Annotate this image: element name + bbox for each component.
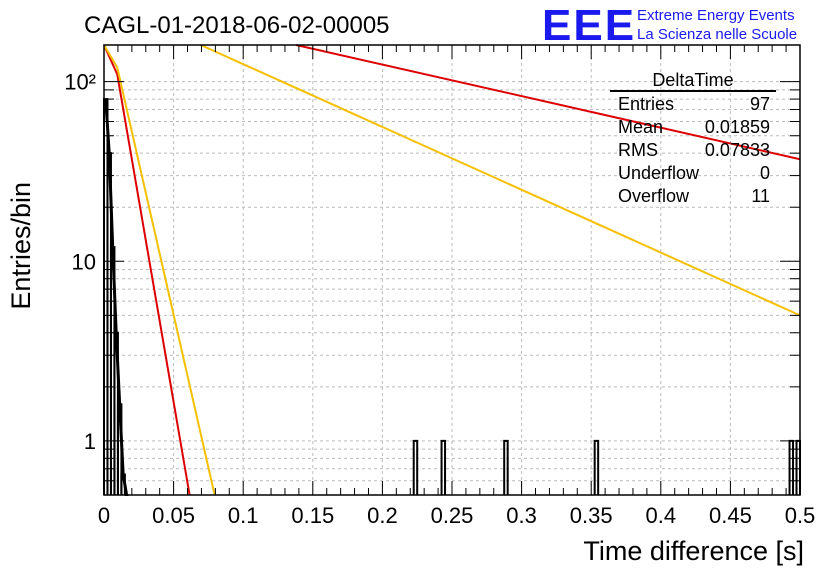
histogram-bin: [593, 439, 600, 495]
stats-label-mean: Mean: [618, 117, 663, 137]
histogram-bin: [503, 439, 509, 495]
x-axis-label: Time difference [s]: [583, 536, 804, 566]
histogram-bin: [440, 439, 447, 495]
fit-curves: [103, 44, 801, 496]
grid: [104, 45, 800, 495]
stats-value-rms: 0.07833: [705, 140, 770, 160]
stats-label-overflow: Overflow: [618, 186, 690, 206]
x-tick-label: 0.5: [785, 503, 816, 528]
y-tick-label: 10: [72, 249, 96, 274]
y-axis-label: Entries/bin: [6, 182, 36, 310]
stats-label-entries: Entries: [618, 94, 674, 114]
x-tick-label: 0: [98, 503, 110, 528]
histogram-bin: [412, 439, 419, 495]
logo-line-1: Extreme Energy Events: [637, 7, 795, 24]
stats-label-rms: RMS: [618, 140, 658, 160]
y-tick-label: 10²: [64, 70, 96, 95]
x-tick-label: 0.45: [709, 503, 752, 528]
plot-frame: [103, 44, 801, 496]
x-tick-label: 0.1: [228, 503, 259, 528]
stats-box: DeltaTime Entries 97 Mean 0.01859 RMS 0.…: [610, 70, 776, 206]
stats-value-underflow: 0: [760, 163, 770, 183]
fit-curve-red: [295, 44, 801, 161]
stats-value-mean: 0.01859: [705, 117, 770, 137]
x-tick-label: 0.15: [291, 503, 334, 528]
y-tick-label: 1: [84, 429, 96, 454]
axes: 0 0.05 0.1 0.15 0.2 0.25 0.3 0.35 0.4 0.45 0.51101…: [64, 44, 816, 528]
fit-curve-yellow: [103, 44, 119, 68]
logo-line-2: La Scienza nelle Scuole: [637, 26, 797, 43]
logo-mark: EEE: [542, 1, 636, 50]
fit-curve-yellow: [116, 67, 216, 496]
stats-title: DeltaTime: [652, 70, 733, 90]
run-title: CAGL-01-2018-06-02-00005: [84, 12, 390, 39]
x-tick-label: 0.35: [570, 503, 613, 528]
stats-value-entries: 97: [750, 94, 770, 114]
fit-curve-yellow: [200, 44, 801, 317]
histogram-envelope: [104, 98, 129, 496]
x-tick-label: 0.25: [431, 503, 474, 528]
stats-value-overflow: 11: [751, 186, 770, 206]
x-tick-label: 0.3: [506, 503, 537, 528]
x-tick-label: 0.05: [152, 503, 195, 528]
x-tick-label: 0.2: [367, 503, 398, 528]
x-tick-label: 0.4: [646, 503, 677, 528]
fit-curve-red: [116, 74, 191, 496]
stats-label-underflow: Underflow: [618, 163, 700, 183]
